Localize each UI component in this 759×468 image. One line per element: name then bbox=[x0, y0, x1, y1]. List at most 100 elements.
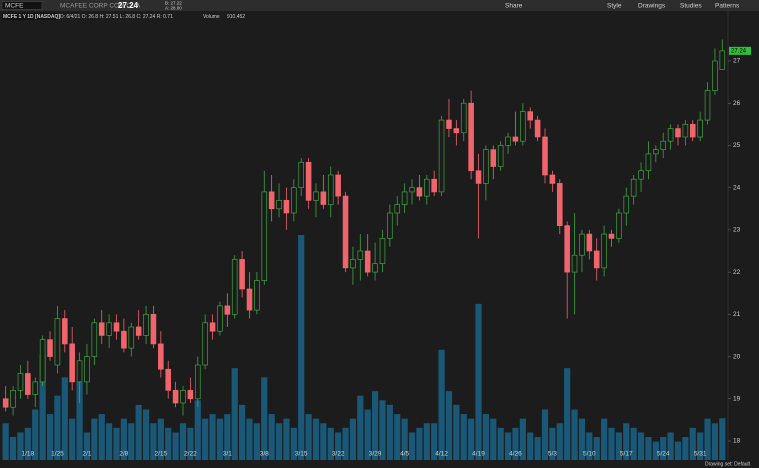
candle-body bbox=[571, 254, 578, 273]
candle-body bbox=[704, 90, 711, 121]
toolbar-share[interactable]: Share bbox=[505, 3, 523, 10]
ohlc: D: 6/4/21 O: 26.8 H: 27.51 L: 26.8 C: 27… bbox=[60, 14, 173, 20]
volume-bar bbox=[69, 418, 76, 460]
candle-body bbox=[276, 199, 282, 210]
candle-body bbox=[187, 389, 194, 400]
volume-bar bbox=[283, 418, 290, 460]
candle-body bbox=[342, 195, 349, 269]
candle-body bbox=[601, 233, 607, 269]
candle-body bbox=[364, 250, 371, 273]
volume-bar bbox=[39, 354, 46, 460]
volume-bar bbox=[593, 437, 600, 460]
candle-body bbox=[586, 233, 593, 252]
candle-body bbox=[409, 187, 415, 193]
volume-bar bbox=[704, 418, 711, 460]
candle-body bbox=[719, 50, 726, 70]
candle-body bbox=[468, 102, 474, 172]
x-tick-label: 3/29 bbox=[369, 451, 382, 458]
chart-title: MCFE 1 Y 1D [NASDAQ] bbox=[3, 14, 60, 20]
volume-bar bbox=[667, 432, 674, 460]
candle-body bbox=[335, 174, 341, 197]
y-tick-label: 18 bbox=[733, 438, 741, 445]
footer: Drawing set: Default bbox=[705, 461, 751, 467]
candle-body bbox=[431, 178, 437, 193]
bid: B: 27.22 bbox=[165, 1, 182, 6]
volume-value: 910,452 bbox=[227, 14, 245, 20]
x-tick-label: 1/25 bbox=[51, 451, 64, 458]
x-tick-label: 1/18 bbox=[22, 451, 35, 458]
candle-body bbox=[121, 330, 127, 349]
volume-bar bbox=[261, 377, 268, 460]
x-tick-label: 2/1 bbox=[82, 451, 91, 458]
volume-bar bbox=[298, 235, 305, 460]
volume-bar bbox=[719, 418, 726, 460]
volume-bar bbox=[239, 404, 246, 460]
y-tick-label: 26 bbox=[733, 100, 741, 107]
x-tick-label: 4/26 bbox=[509, 451, 522, 458]
volume-bar bbox=[327, 427, 334, 460]
candle-body bbox=[17, 373, 24, 391]
candle-body bbox=[327, 174, 334, 205]
candle-body bbox=[660, 140, 666, 151]
x-tick-label: 2/22 bbox=[184, 451, 197, 458]
volume-bar bbox=[135, 404, 142, 460]
volume-bar bbox=[231, 368, 238, 460]
volume-bar bbox=[711, 423, 719, 460]
volume-bar bbox=[578, 418, 586, 460]
volume-bar bbox=[549, 427, 556, 460]
volume-bar bbox=[83, 432, 91, 460]
candle-body bbox=[556, 183, 563, 227]
symbol[interactable]: MCFE bbox=[5, 3, 24, 10]
candle-body bbox=[497, 145, 504, 167]
volume-bar bbox=[386, 404, 393, 460]
volume-bar bbox=[224, 414, 231, 460]
volume-bar bbox=[431, 423, 438, 460]
candle-body bbox=[645, 153, 652, 172]
volume-bar bbox=[682, 437, 689, 460]
candle-body bbox=[350, 259, 356, 269]
volume-bar bbox=[120, 418, 127, 460]
volume-bar bbox=[504, 432, 512, 460]
candle-body bbox=[638, 170, 644, 180]
toolbar-patterns[interactable]: Patterns bbox=[715, 3, 740, 10]
candle-body bbox=[564, 225, 570, 273]
candle-body bbox=[549, 174, 556, 184]
candle-body bbox=[608, 233, 615, 239]
x-tick-label: 3/8 bbox=[260, 451, 269, 458]
candle-body bbox=[490, 149, 497, 167]
candle-body bbox=[653, 149, 659, 155]
volume-bar bbox=[187, 427, 194, 460]
volume-bar bbox=[275, 423, 283, 460]
volume-bar bbox=[674, 441, 682, 460]
volume-bar bbox=[342, 427, 349, 460]
y-tick-label: 19 bbox=[733, 395, 741, 402]
volume-bar bbox=[586, 432, 593, 460]
toolbar-studies[interactable]: Studies bbox=[680, 3, 702, 10]
volume-bar bbox=[630, 427, 637, 460]
volume-bar bbox=[534, 437, 541, 460]
candle-body bbox=[298, 161, 304, 189]
candle-body bbox=[158, 343, 164, 370]
toolbar-style[interactable]: Style bbox=[607, 3, 622, 10]
candle-body bbox=[313, 191, 319, 201]
volume-bar bbox=[150, 423, 157, 460]
volume-bar bbox=[113, 427, 120, 460]
volume-bar bbox=[128, 423, 135, 460]
volume-bar bbox=[564, 368, 571, 460]
volume-bar bbox=[2, 423, 9, 460]
volume-bar bbox=[54, 395, 61, 460]
candle-body bbox=[261, 191, 268, 281]
candle-body bbox=[527, 111, 534, 121]
symbol-box[interactable] bbox=[1, 1, 43, 10]
volume-bar bbox=[165, 427, 172, 460]
volume-bar bbox=[157, 418, 164, 460]
candle-body bbox=[291, 187, 297, 214]
volume-bar bbox=[601, 418, 608, 460]
candle-body bbox=[283, 199, 290, 214]
volume-bar bbox=[253, 423, 260, 460]
x-tick-label: 2/8 bbox=[119, 451, 128, 458]
toolbar-drawings[interactable]: Drawings bbox=[638, 3, 666, 10]
candle-body bbox=[593, 250, 600, 269]
candle-body bbox=[394, 204, 401, 214]
